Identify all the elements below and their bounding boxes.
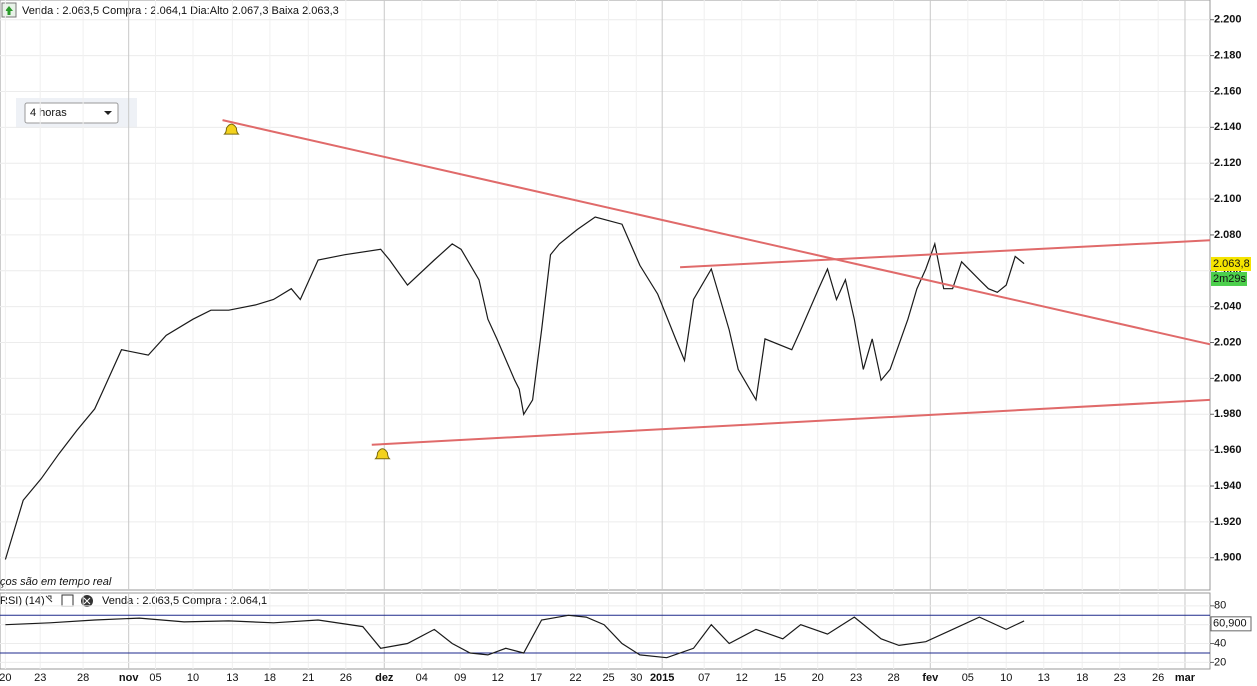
rsi-quote: Venda : 2.063,5 Compra : 2.064,1 <box>102 595 267 607</box>
x-tick-label: 12 <box>736 672 748 684</box>
y-tick-label: 2.100 <box>1214 193 1242 205</box>
x-tick-label: 18 <box>1076 672 1088 684</box>
close-x <box>83 597 91 605</box>
x-tick-label: 25 <box>602 672 614 684</box>
last-value-box <box>1210 616 1252 632</box>
x-tick-label: nov <box>119 672 139 684</box>
price-panel <box>0 0 1211 591</box>
x-tick-label: 28 <box>888 672 900 684</box>
y-tick-label: 40 <box>1214 637 1226 649</box>
x-tick-label: 23 <box>1114 672 1126 684</box>
y-tick-label: 2.140 <box>1214 121 1242 133</box>
y-tick-label: 2.040 <box>1214 301 1242 313</box>
trend-line <box>680 239 1211 269</box>
x-tick-label: 22 <box>569 672 581 684</box>
last-value-label: 60,900 <box>1213 618 1247 630</box>
last-price-label: 2.063,8 <box>1213 258 1250 270</box>
x-tick-label: mar <box>1175 672 1196 684</box>
x-tick-label: 09 <box>454 672 466 684</box>
y-tick-label: 2.180 <box>1214 49 1242 61</box>
rsi-title: RSI) (14) <box>0 595 45 607</box>
x-tick-label: 07 <box>698 672 710 684</box>
x-tick-label: 20 <box>812 672 824 684</box>
x-tick-label: 05 <box>962 672 974 684</box>
x-tick-label: 26 <box>340 672 352 684</box>
quote: Venda : 2.063,5 Compra : 2.064,1 Dia:Alt… <box>22 5 339 17</box>
x-tick-label: 28 <box>77 672 89 684</box>
realtime-note: ços são em tempo real <box>0 576 112 588</box>
x-tick-label: 2015 <box>650 672 674 684</box>
x-tick-label: 05 <box>149 672 161 684</box>
trend-line <box>222 119 1211 346</box>
x-tick-label: 10 <box>187 672 199 684</box>
trend-line <box>371 398 1211 446</box>
alert-bell[interactable] <box>223 123 240 135</box>
x-tick-label: 21 <box>302 672 314 684</box>
expand-icon <box>5 6 13 15</box>
y-tick-label: 2.020 <box>1214 336 1242 348</box>
x-tick-label: 20 <box>0 672 11 684</box>
y-tick-label: 20 <box>1214 656 1226 668</box>
x-tick-label: 10 <box>1000 672 1012 684</box>
dropdown-arrow <box>104 111 112 115</box>
price-line <box>4 216 1025 560</box>
x-tick-label: dez <box>375 672 394 684</box>
y-tick-label: 2.160 <box>1214 85 1242 97</box>
rsi-panel <box>0 592 1211 670</box>
countdown-label: 2m29s <box>1213 273 1247 285</box>
last-price-box <box>1211 256 1251 271</box>
y-tick-label: 1.960 <box>1214 444 1242 456</box>
x-tick-label: 30 <box>630 672 642 684</box>
x-tick-label: 23 <box>850 672 862 684</box>
timeframe-select[interactable] <box>24 102 119 124</box>
y-tick-label: 2.120 <box>1214 157 1242 169</box>
y-tick-label: 1.900 <box>1214 552 1242 564</box>
x-tick-label: 04 <box>416 672 428 684</box>
y-tick-label: 2.080 <box>1214 229 1242 241</box>
y-tick-label: 1.980 <box>1214 408 1242 420</box>
x-tick-label: 17 <box>530 672 542 684</box>
y-tick-label: 2.200 <box>1214 14 1242 26</box>
timeframe-label: 4 horas <box>30 107 67 119</box>
tool-icon[interactable] <box>45 595 53 603</box>
y-tick-label: 1.920 <box>1214 516 1242 528</box>
x-tick-label: 26 <box>1152 672 1164 684</box>
x-tick-label: 13 <box>226 672 238 684</box>
y-tick-label: 2.000 <box>1214 372 1242 384</box>
alert-bell[interactable] <box>374 448 391 460</box>
y-tick-label: 80 <box>1214 600 1226 612</box>
x-tick-label: 15 <box>774 672 786 684</box>
countdown-box <box>1211 271 1247 286</box>
x-tick-label: 12 <box>492 672 504 684</box>
price-line <box>5 614 1025 659</box>
x-tick-label: 18 <box>264 672 276 684</box>
y-tick-label: 1.940 <box>1214 480 1242 492</box>
x-tick-label: fev <box>922 672 939 684</box>
x-tick-label: 13 <box>1038 672 1050 684</box>
x-tick-label: 23 <box>34 672 46 684</box>
